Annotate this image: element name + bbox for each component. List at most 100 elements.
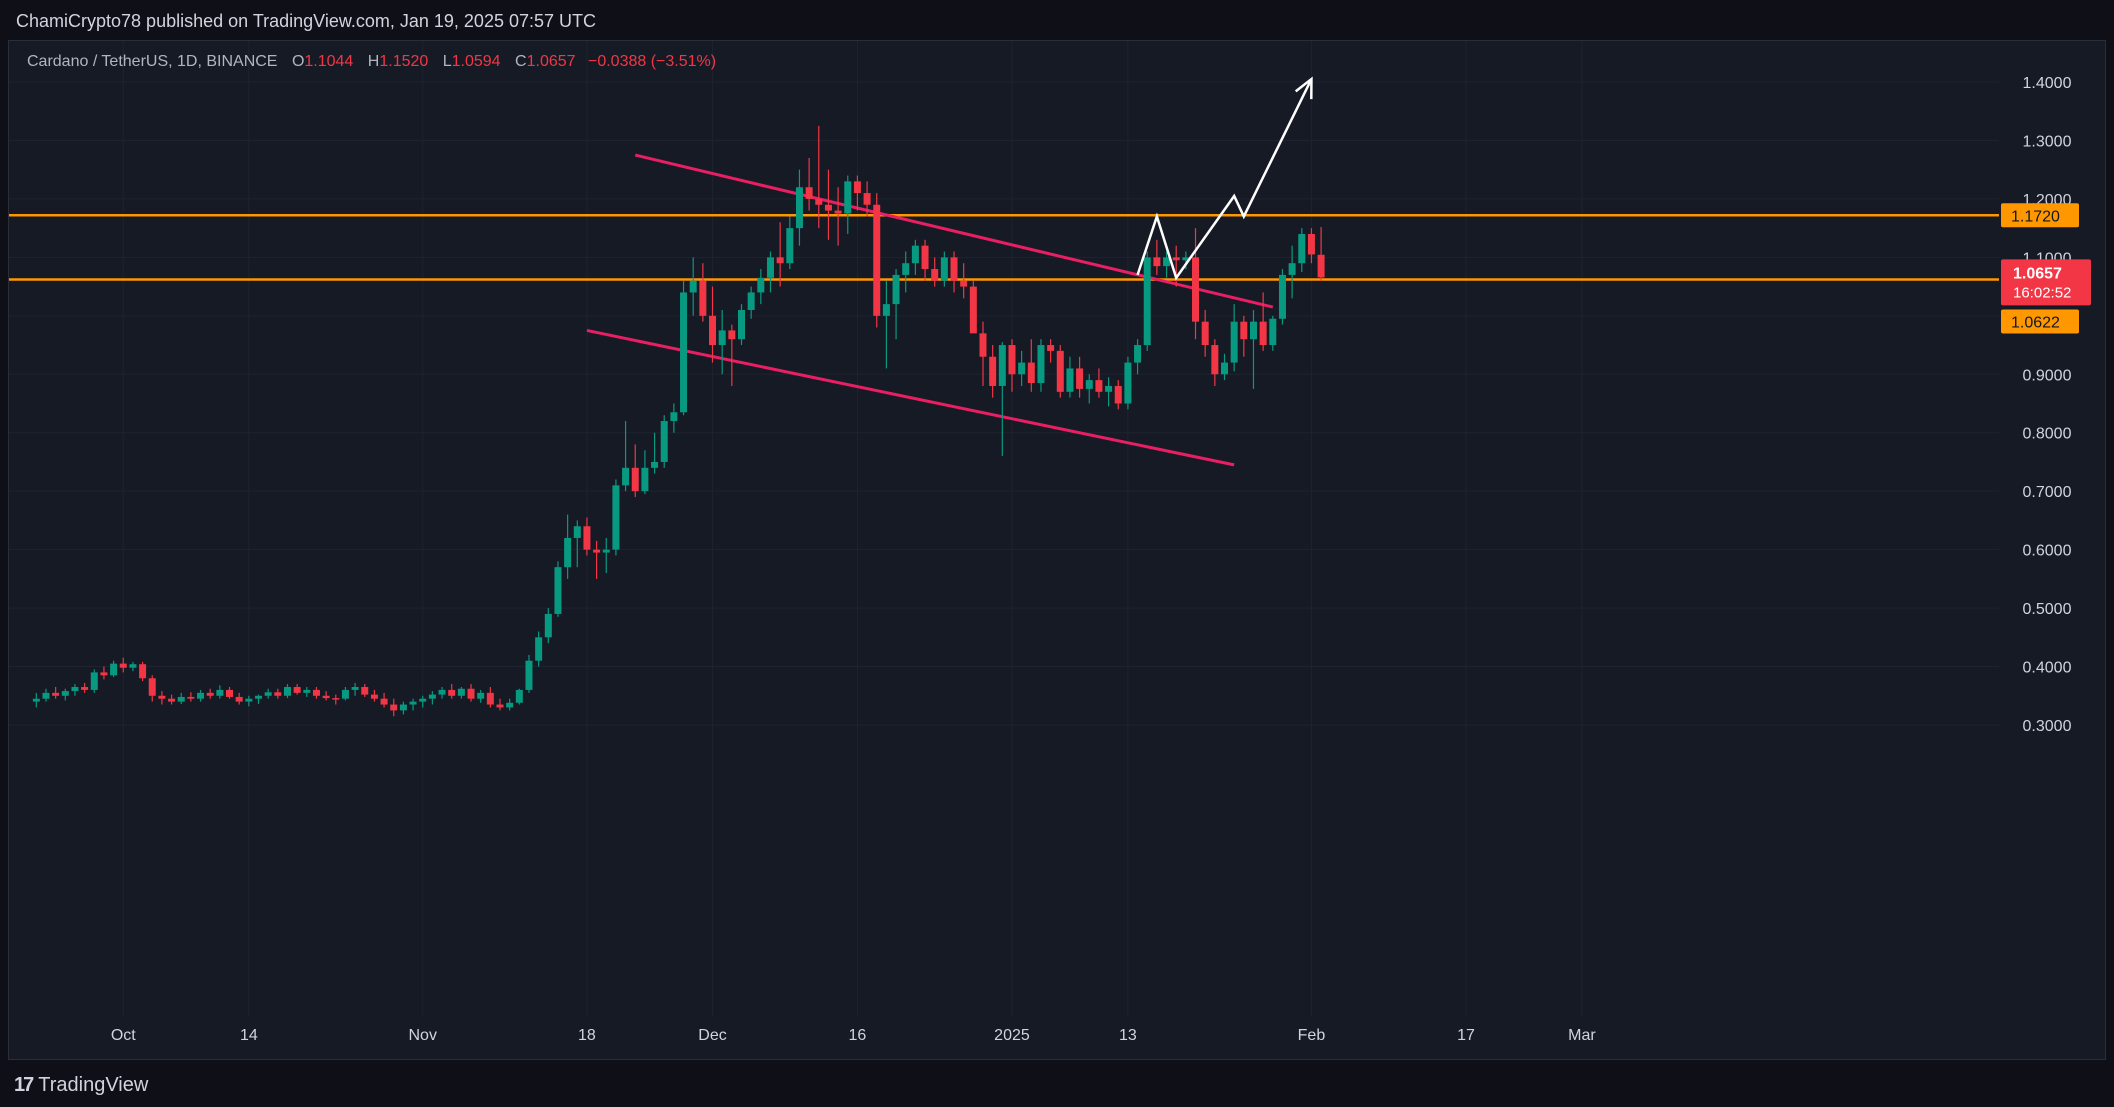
candle-body	[1288, 263, 1296, 275]
candle-body	[1307, 233, 1315, 255]
tradingview-logo-icon: 17	[14, 1074, 34, 1096]
candle-body	[1114, 385, 1122, 404]
candle-body	[651, 461, 659, 468]
last-price-tag	[2001, 259, 2091, 306]
candle-body	[535, 637, 543, 661]
candlestick-chart[interactable]: 1.40001.30001.20001.10000.90000.80000.70…	[9, 41, 2106, 1060]
level-price-tag	[2001, 203, 2079, 228]
candle-body	[467, 688, 475, 699]
candle-body	[641, 467, 649, 492]
candle-body	[931, 269, 939, 281]
candle-body	[1249, 321, 1257, 340]
candle-body	[612, 485, 620, 550]
candle-body	[42, 692, 50, 699]
high-label: H	[367, 53, 380, 70]
time-tick-label: 14	[240, 1027, 258, 1044]
candle-body	[255, 695, 262, 699]
horizontal-levels	[9, 214, 1999, 281]
candle-body	[1076, 368, 1084, 389]
price-tick-label: 0.3000	[2023, 718, 2072, 735]
candles	[32, 125, 1325, 717]
candle-body	[882, 304, 890, 316]
last-price-value: 1.0657	[2013, 265, 2062, 282]
channel-trendline	[586, 328, 1235, 467]
candle-body	[303, 689, 311, 693]
candle-body	[1085, 380, 1093, 389]
arrowhead	[1294, 76, 1313, 100]
candle-body	[593, 549, 601, 553]
candle-body	[1269, 318, 1277, 346]
low-value: 1.0594	[451, 53, 501, 70]
candle-body	[902, 263, 910, 275]
candle-body	[979, 333, 987, 357]
candle-body	[969, 286, 977, 334]
candle-body	[1259, 321, 1267, 346]
low-label: L	[442, 53, 452, 70]
candle-body	[312, 689, 320, 696]
candle-body	[631, 467, 639, 492]
price-tick-label: 0.4000	[2023, 660, 2072, 677]
candle-body	[419, 698, 427, 702]
projection-path	[1136, 78, 1313, 281]
candle-body	[1182, 257, 1190, 261]
candle-body	[776, 257, 784, 264]
candle-body	[515, 689, 523, 703]
tradingview-logo[interactable]: 17 TradingView	[14, 1074, 148, 1097]
candle-body	[1298, 233, 1306, 264]
time-tick-label: 16	[849, 1027, 867, 1044]
candle-body	[428, 694, 436, 699]
candle-body	[506, 702, 514, 708]
candle-body	[1018, 362, 1026, 375]
candle-body	[81, 687, 89, 690]
close-value: 1.0657	[526, 53, 576, 70]
price-tick-label: 0.5000	[2023, 601, 2072, 618]
candle-body	[216, 689, 224, 696]
candle-body	[1105, 385, 1113, 392]
candle-body	[622, 467, 630, 486]
publisher-line: ChamiCrypto78 published on TradingView.c…	[16, 11, 597, 31]
time-tick-label: Mar	[1568, 1027, 1596, 1044]
level-price-tag	[2001, 309, 2079, 334]
candle-body	[390, 704, 398, 711]
candle-body	[110, 663, 118, 676]
candle-body	[1134, 345, 1142, 363]
candle-body	[1153, 257, 1161, 267]
footer-bar: 17 TradingView	[0, 1060, 2114, 1107]
candle-body	[998, 345, 1006, 386]
candle-body	[32, 698, 40, 702]
price-tick-label: 1.4000	[2023, 75, 2072, 92]
candle-body	[206, 692, 214, 696]
level-price-value: 1.1720	[2011, 208, 2060, 225]
candle-body	[680, 292, 688, 413]
candle-body	[892, 274, 900, 305]
candle-body	[1211, 345, 1219, 375]
candle-body	[950, 257, 958, 281]
publisher-bar: ChamiCrypto78 published on TradingView.c…	[0, 0, 2114, 40]
candle-body	[786, 228, 794, 264]
candle-body	[1172, 257, 1180, 261]
candle-body	[670, 412, 678, 422]
candle-body	[1066, 368, 1074, 392]
candle-body	[477, 692, 485, 699]
candle-body	[699, 280, 707, 316]
candle-body	[1056, 350, 1064, 392]
candle-body	[844, 181, 852, 214]
candle-body	[1095, 380, 1103, 392]
time-tick-label: 13	[1119, 1027, 1137, 1044]
candle-body	[747, 292, 755, 310]
candle-body	[805, 187, 813, 199]
candle-body	[834, 210, 842, 214]
candle-body	[1037, 345, 1045, 384]
candle-body	[853, 181, 861, 194]
candle-body	[824, 204, 832, 211]
symbol-label: Cardano / TetherUS, 1D, BINANCE	[27, 53, 278, 70]
open-label: O	[291, 53, 305, 70]
time-tick-label: Nov	[408, 1027, 436, 1044]
close-label: C	[515, 53, 527, 70]
candle-body	[718, 330, 726, 346]
candle-body	[960, 280, 968, 287]
change-value: −0.0388 (−3.51%)	[587, 53, 717, 70]
chart-frame[interactable]: 1.4000 1.3000 1.2000 1.1000 0.9000 0.8000 0.70…	[8, 40, 2106, 1060]
candle-body	[370, 694, 378, 699]
candle-body	[168, 698, 176, 702]
